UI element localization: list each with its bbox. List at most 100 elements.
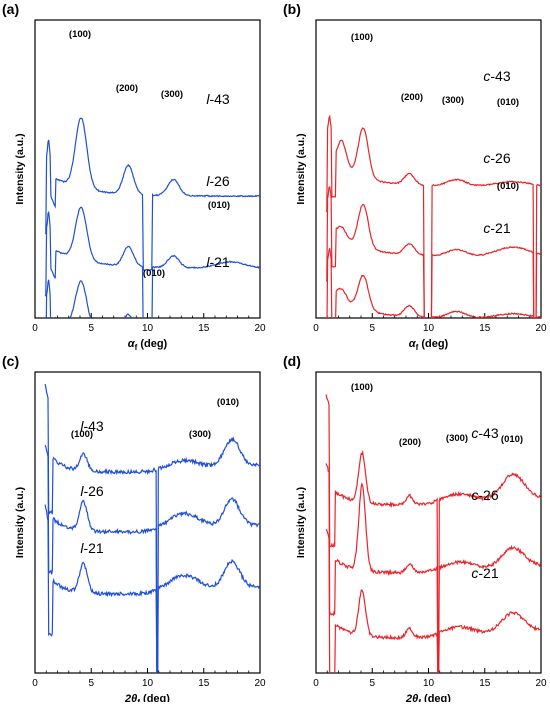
x-tick-label: 0 xyxy=(313,678,319,689)
series-line-l-21 xyxy=(45,279,133,318)
peak-annotation: (100) xyxy=(71,429,93,440)
series-line-l-21 xyxy=(44,504,260,673)
x-tick-label: 0 xyxy=(32,678,38,689)
x-tick-label: 5 xyxy=(88,678,94,689)
series-label-prefix: l xyxy=(206,91,210,107)
x-tick-label: 15 xyxy=(198,323,210,334)
x-axis-label: αf (deg) xyxy=(128,338,168,352)
x-axis-label: 2θf (deg) xyxy=(124,693,170,702)
x-axis-label-main: α xyxy=(409,338,417,350)
series-line-l-26 xyxy=(44,206,260,318)
series-label-suffix: -21 xyxy=(478,565,498,581)
series-label: l-43 xyxy=(206,91,230,107)
plot-frame xyxy=(34,371,261,674)
peak-annotation: (010) xyxy=(497,181,519,192)
x-tick-label: 15 xyxy=(479,323,491,334)
series-label: c-43 xyxy=(483,68,510,84)
series-label-prefix: c xyxy=(471,425,478,441)
peak-annotation: (010) xyxy=(497,97,519,108)
series-label-suffix: -21 xyxy=(490,220,510,236)
x-axis-label: αf (deg) xyxy=(409,338,449,352)
y-axis-label: Intensity (a.u.) xyxy=(14,487,26,558)
peak-annotation: (100) xyxy=(69,29,91,40)
series-label: c-21 xyxy=(471,565,498,581)
peak-annotation: (100) xyxy=(351,382,373,393)
series-label: c-26 xyxy=(483,150,510,166)
series-label: l-43 xyxy=(80,418,104,434)
series-label-suffix: -21 xyxy=(83,540,103,556)
series-line-c-26 xyxy=(326,185,541,318)
peak-annotation: (200) xyxy=(116,83,138,94)
x-tick-label: 10 xyxy=(142,678,154,689)
series-label-prefix: c xyxy=(483,150,490,166)
peak-annotation: (100) xyxy=(351,32,373,43)
peak-annotation: (010) xyxy=(501,434,523,445)
series-label-suffix: -26 xyxy=(490,150,510,166)
series-label-prefix: c xyxy=(471,565,478,581)
x-axis-label-unit: (deg) xyxy=(418,338,448,350)
series-line-c-21 xyxy=(325,528,541,673)
series-label: l-26 xyxy=(206,173,230,189)
series-label-suffix: -43 xyxy=(209,91,229,107)
x-tick-label: 10 xyxy=(142,323,154,334)
x-tick-label: 20 xyxy=(254,678,266,689)
series-label-suffix: -43 xyxy=(83,418,103,434)
series-label: l-26 xyxy=(80,483,104,499)
panel-label: (b) xyxy=(283,1,301,17)
series-label-prefix: l xyxy=(80,540,84,556)
x-tick-label: 10 xyxy=(423,678,435,689)
series-label: c-21 xyxy=(483,220,510,236)
series-label-prefix: l xyxy=(206,173,210,189)
x-axis-label-main: 2θ xyxy=(405,693,418,702)
series-label: c-26 xyxy=(471,487,498,503)
series-label-prefix: c xyxy=(483,220,490,236)
series-label-prefix: l xyxy=(206,254,210,270)
y-axis-label: Intensity (a.u.) xyxy=(295,133,307,204)
peak-annotation: (200) xyxy=(401,92,423,103)
series-line-l-26 xyxy=(44,444,260,673)
series-label: l-21 xyxy=(80,540,104,556)
series-line-l-43 xyxy=(45,117,260,272)
x-axis-label-sub: f xyxy=(135,343,138,352)
peak-annotation: (010) xyxy=(217,397,239,408)
series-label-suffix: -26 xyxy=(209,173,229,189)
x-tick-label: 15 xyxy=(479,678,491,689)
series-label-suffix: -26 xyxy=(83,483,103,499)
series-label: c-43 xyxy=(471,425,498,441)
x-axis-label-main: 2θ xyxy=(124,693,137,702)
panel-label: (d) xyxy=(283,353,301,369)
peak-annotation: (300) xyxy=(446,433,468,444)
peak-annotation: (300) xyxy=(161,89,183,100)
panel-label: (a) xyxy=(2,1,19,17)
peak-annotation: (010) xyxy=(208,200,230,211)
panel-label: (c) xyxy=(2,353,19,369)
x-axis-label-sub: f xyxy=(416,343,419,352)
x-tick-label: 5 xyxy=(88,323,94,334)
series-label-prefix: c xyxy=(483,68,490,84)
series-line-c-26 xyxy=(325,463,541,673)
series-label: l-21 xyxy=(206,254,230,270)
x-tick-label: 20 xyxy=(254,323,266,334)
series-label-prefix: l xyxy=(80,418,84,434)
y-axis-label: Intensity (a.u.) xyxy=(295,487,307,558)
x-tick-label: 15 xyxy=(198,678,210,689)
x-axis-label-unit: (deg) xyxy=(140,693,170,702)
x-axis-label-unit: (deg) xyxy=(137,338,167,350)
peak-annotation: (300) xyxy=(442,95,464,106)
series-label-suffix: -43 xyxy=(478,425,498,441)
series-line-c-43 xyxy=(325,394,541,673)
series-label-prefix: c xyxy=(471,487,478,503)
x-tick-label: 20 xyxy=(535,678,547,689)
peak-annotation: (300) xyxy=(189,429,211,440)
plot-frame xyxy=(315,371,542,674)
chart-panel-b: 0 5 10 15 20(b)Intensity (a.u.)αf (deg)c-43c… xyxy=(283,1,547,352)
peak-annotation: (010) xyxy=(143,268,165,279)
peak-annotation: (200) xyxy=(399,437,421,448)
x-tick-label: 5 xyxy=(369,678,375,689)
series-line-c-21 xyxy=(326,248,541,318)
chart-panel-a: 0 5 10 15 20(a)Intensity (a.u.)αf (deg)l-43l… xyxy=(2,1,266,352)
